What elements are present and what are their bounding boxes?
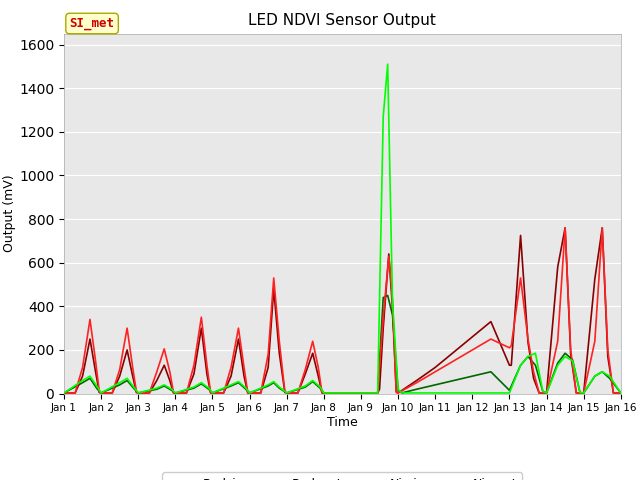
- X-axis label: Time: Time: [327, 416, 358, 429]
- Legend: Red_in, Red_out, Nir_in, Nir_out: Red_in, Red_out, Nir_in, Nir_out: [163, 472, 522, 480]
- Y-axis label: Output (mV): Output (mV): [3, 175, 16, 252]
- Text: SI_met: SI_met: [70, 17, 115, 30]
- Title: LED NDVI Sensor Output: LED NDVI Sensor Output: [248, 13, 436, 28]
